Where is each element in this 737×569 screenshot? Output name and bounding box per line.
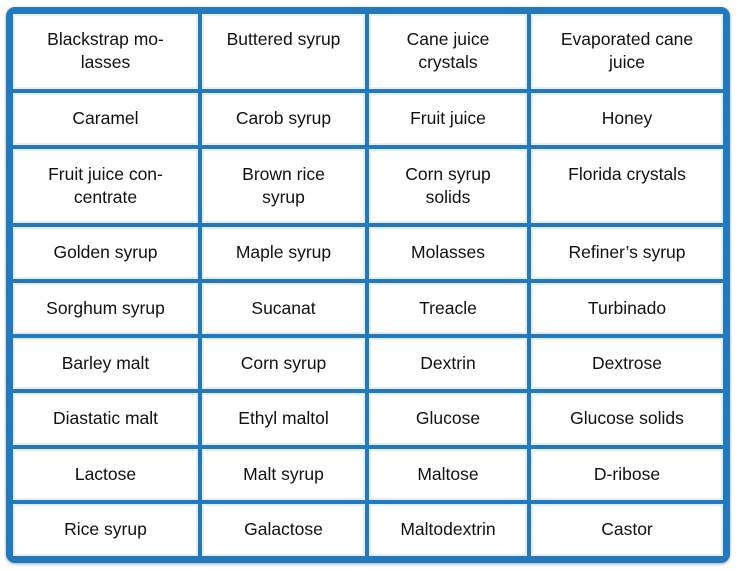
table-cell: Glucose (369, 393, 527, 445)
table-cell: Turbinado (531, 283, 723, 334)
table-cell: Maple syrup (202, 227, 365, 279)
table-cell: Galactose (202, 504, 365, 556)
table-cell: Buttered syrup (202, 14, 365, 89)
table-cell: Ethyl maltol (202, 393, 365, 445)
table-cell: Golden syrup (13, 227, 198, 279)
table-cell: Treacle (369, 283, 527, 334)
table-row: Sorghum syrup Sucanat Treacle Turbinado (13, 283, 723, 334)
table-row: Barley malt Corn syrup Dextrin Dextrose (13, 338, 723, 389)
table-cell: Glucose solids (531, 393, 723, 445)
table-cell: Malt syrup (202, 449, 365, 500)
table-frame: Blackstrap mo- lasses Buttered syrup Cane … (6, 7, 730, 563)
table-row: Fruit juice con- centrate Brown rice syru… (13, 149, 723, 223)
table-cell: Carob syrup (202, 93, 365, 145)
table-cell: Florida crystals (531, 149, 723, 223)
table-cell: Sorghum syrup (13, 283, 198, 334)
table-cell: Dextrin (369, 338, 527, 389)
sugar-table: Blackstrap mo- lasses Buttered syrup Cane … (9, 10, 727, 560)
table-row: Diastatic malt Ethyl maltol Glucose Glucose… (13, 393, 723, 445)
table-cell: Maltodextrin (369, 504, 527, 556)
table-cell: Lactose (13, 449, 198, 500)
table-cell: Dextrose (531, 338, 723, 389)
table-cell: Corn syrup solids (369, 149, 527, 223)
table-cell: Molasses (369, 227, 527, 279)
table-cell: Fruit juice (369, 93, 527, 145)
table-cell: Rice syrup (13, 504, 198, 556)
table-cell: Evaporated cane juice (531, 14, 723, 89)
table-cell: Caramel (13, 93, 198, 145)
table-cell: Maltose (369, 449, 527, 500)
table-cell: Brown rice syrup (202, 149, 365, 223)
table-row: Caramel Carob syrup Fruit juice Honey (13, 93, 723, 145)
table-cell: D-ribose (531, 449, 723, 500)
table-row: Blackstrap mo- lasses Buttered syrup Cane … (13, 14, 723, 89)
table-cell: Refiner’s syrup (531, 227, 723, 279)
table-cell: Honey (531, 93, 723, 145)
table-body: Blackstrap mo- lasses Buttered syrup Cane … (13, 14, 723, 556)
table-row: Rice syrup Galactose Maltodextrin Castor (13, 504, 723, 556)
table-cell: Fruit juice con- centrate (13, 149, 198, 223)
table-cell: Sucanat (202, 283, 365, 334)
table-cell: Cane juice crystals (369, 14, 527, 89)
table-cell: Castor (531, 504, 723, 556)
table-cell: Barley malt (13, 338, 198, 389)
table-cell: Blackstrap mo- lasses (13, 14, 198, 89)
table-row: Golden syrup Maple syrup Molasses Refiner’s… (13, 227, 723, 279)
table-cell: Corn syrup (202, 338, 365, 389)
table-cell: Diastatic malt (13, 393, 198, 445)
table-row: Lactose Malt syrup Maltose D-ribose (13, 449, 723, 500)
